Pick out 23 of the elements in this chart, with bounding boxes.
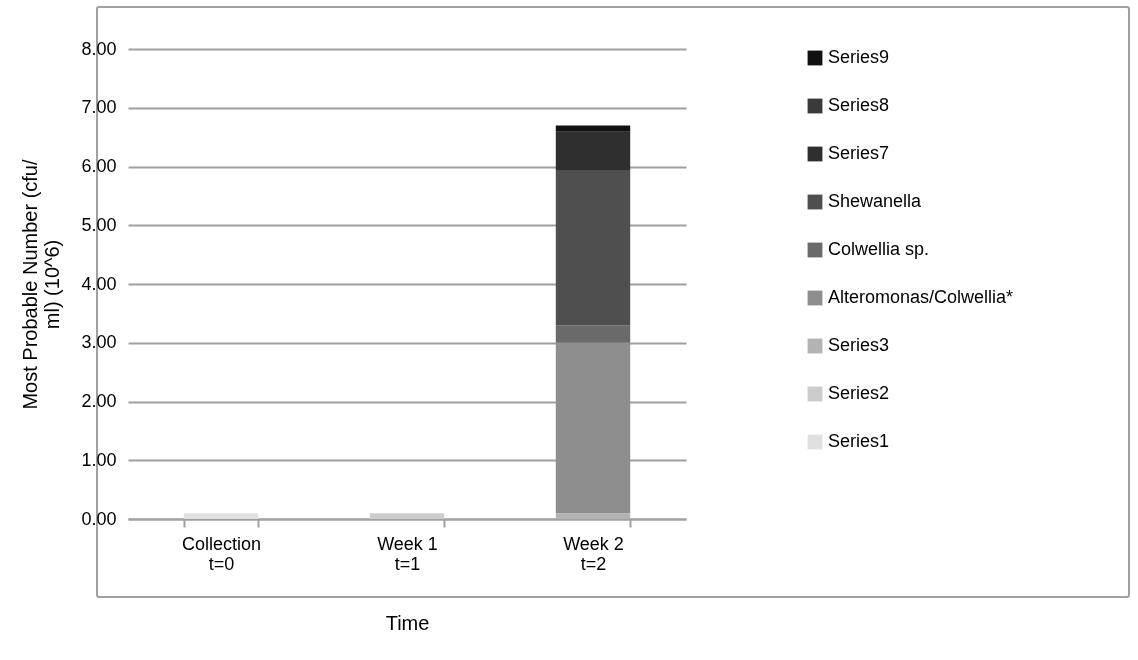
y-tick-label: 6.00 [81, 156, 117, 176]
y-tick-label: 5.00 [81, 214, 117, 235]
x-tick-label: Week 2 t=2 [563, 533, 624, 574]
x-tick-label: Week 1 t=1 [377, 533, 438, 574]
legend-label: Series3 [828, 335, 890, 355]
legend-label: Series1 [828, 431, 890, 451]
legend-label: Series7 [828, 143, 890, 163]
x-tick-label: Collection t=0 [181, 533, 262, 574]
y-tick-label: 8.00 [81, 38, 117, 59]
legend-label: Alteromonas/Colwellia* [828, 287, 1014, 307]
legend-label: Shewanella [828, 191, 923, 211]
y-tick-label: 2.00 [81, 391, 117, 411]
legend-label: Series9 [828, 47, 890, 67]
y-tick-label: 1.00 [81, 449, 117, 470]
legend-label: Series2 [828, 383, 890, 403]
x-axis-title: Time [385, 611, 430, 634]
legend-label: Colwellia sp. [828, 239, 930, 259]
y-tick-label: 3.00 [81, 332, 117, 353]
y-tick-label: 7.00 [81, 97, 117, 118]
legend-label: Series8 [828, 95, 890, 115]
y-tick-label: 4.00 [81, 273, 117, 294]
y-tick-label: 0.00 [81, 508, 117, 529]
y-axis-title: Most Probable Number (cfu/ ml) (10^6) [19, 159, 64, 410]
